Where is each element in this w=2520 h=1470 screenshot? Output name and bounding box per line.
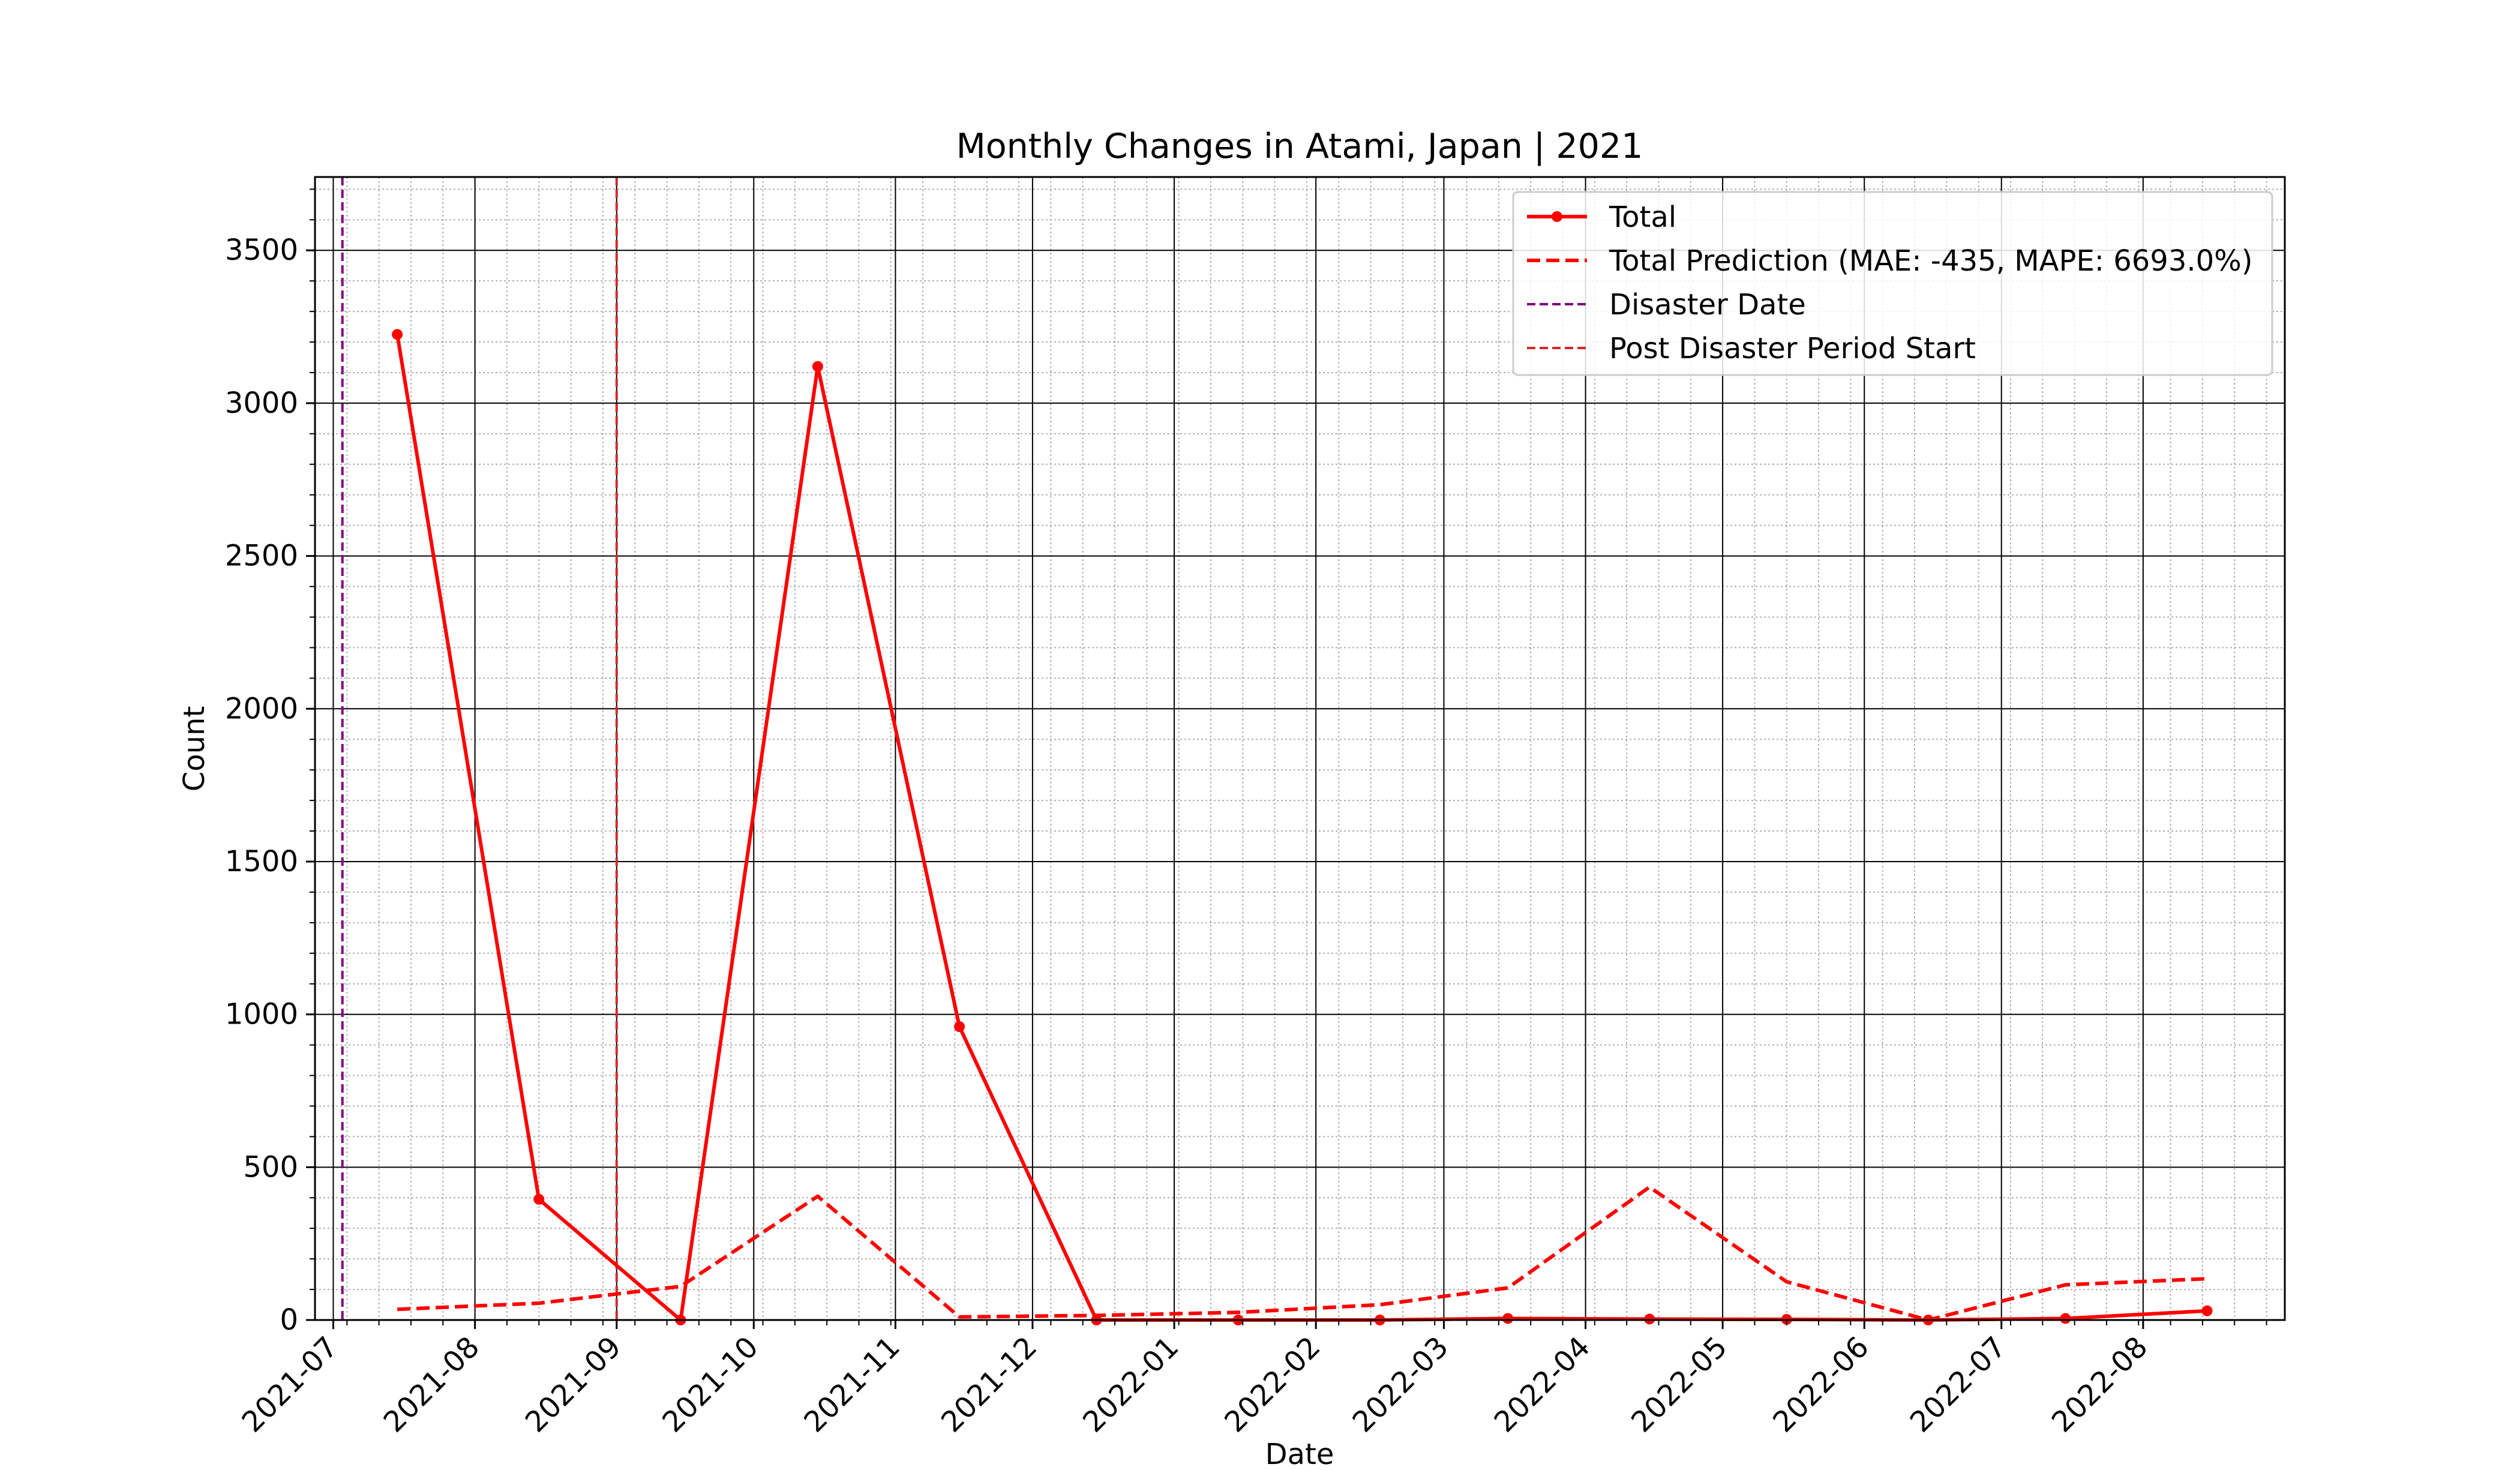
data-point	[1644, 1313, 1655, 1325]
y-tick-label: 1000	[225, 998, 298, 1031]
data-point	[2060, 1313, 2071, 1324]
y-axis: 0 500 1000 1500 2000 2500 3000 3500	[225, 188, 315, 1337]
y-tick-label: 3000	[225, 386, 298, 420]
series-line	[397, 1185, 2207, 1322]
legend-label: Post Disaster Period Start	[1609, 332, 1976, 365]
x-axis-label: Date	[1265, 1438, 1334, 1470]
axes-frame	[314, 176, 2286, 1321]
data-point	[954, 1021, 965, 1033]
legend-box	[1512, 191, 2273, 376]
legend-marker	[1552, 211, 1562, 222]
y-axis-label: Count	[178, 706, 211, 792]
data-point	[392, 329, 403, 340]
legend-label: Disaster Date	[1609, 288, 1806, 322]
reference-lines	[341, 177, 618, 1320]
legend-items: Total Total Prediction (MAE: -435, MAPE: …	[1527, 200, 2253, 365]
legend-label: Total Prediction (MAE: -435, MAPE: 6693.…	[1609, 244, 2253, 278]
y-tick-label: 500	[243, 1150, 298, 1184]
y-tick-label: 0	[280, 1303, 298, 1337]
legend: Total Total Prediction (MAE: -435, MAPE: …	[1512, 191, 2273, 376]
data-point	[1502, 1313, 1514, 1324]
y-tick-label: 3500	[225, 233, 298, 267]
chart-title: Monthly Changes in Atami, Japan | 2021	[956, 127, 1643, 166]
data-point	[533, 1193, 545, 1205]
data-point	[812, 361, 823, 372]
legend-label: Total	[1609, 200, 1676, 234]
y-tick-label: 2000	[225, 692, 298, 725]
data-point	[2201, 1305, 2213, 1316]
y-tick-label: 1500	[225, 845, 298, 878]
y-tick-label: 2500	[225, 539, 298, 573]
